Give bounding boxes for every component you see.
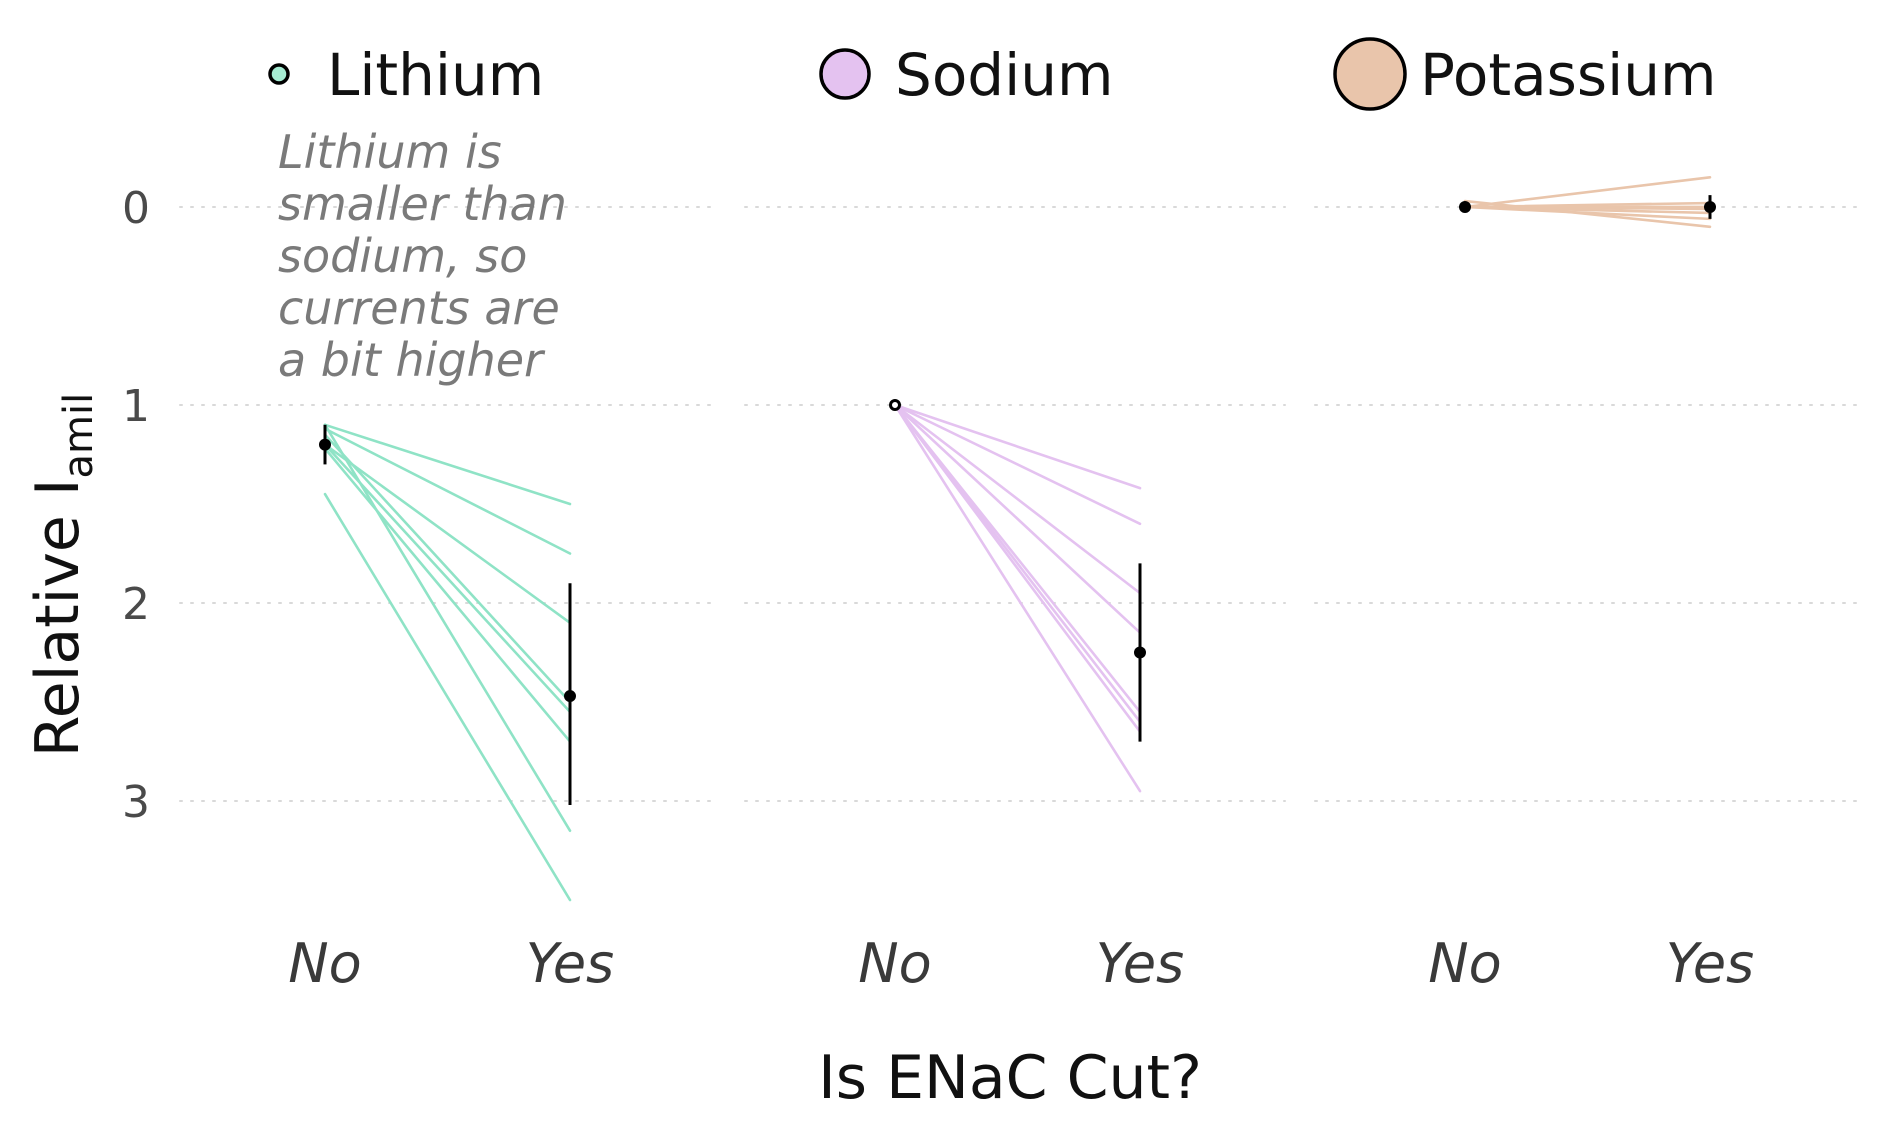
line-sodium-4 [893, 403, 1142, 635]
x-tick-no-panel-3: No [1428, 932, 1501, 995]
line-sodium-3 [893, 403, 1142, 595]
line-lithium-5 [323, 443, 572, 714]
x-tick-yes-panel-1: Yes [526, 932, 614, 995]
legend: Lithium Sodium Potassium [268, 37, 1717, 111]
legend-label-potassium: Potassium [1420, 41, 1717, 109]
annotation-line-2: smaller than [278, 177, 567, 231]
line-sodium-7 [893, 403, 1142, 734]
annotation-line-3: sodium, so [278, 229, 527, 283]
line-lithium-7 [323, 423, 572, 833]
line-lithium-6 [323, 447, 572, 743]
y-tick-3: 3 [122, 777, 150, 828]
legend-swatch-lithium [268, 63, 290, 85]
paired-lines [323, 176, 1712, 902]
summary-points [319, 195, 1716, 805]
x-tick-yes-panel-3: Yes [1666, 932, 1754, 995]
annotation-line-5: a bit higher [278, 333, 546, 387]
mean-point-sodium-yes [1134, 646, 1146, 659]
line-potassium-1 [1463, 176, 1712, 209]
x-tick-yes-panel-2: Yes [1096, 932, 1184, 995]
line-lithium-3 [323, 443, 572, 625]
y-axis-title: Relative Iamil [23, 393, 102, 757]
y-axis-ticks: 0 1 2 3 [122, 183, 150, 828]
legend-swatch-potassium [1333, 37, 1407, 111]
y-axis-title-main: Relative I [23, 478, 93, 757]
grid-lines [179, 206, 1861, 802]
mean-point-potassium-yes [1704, 201, 1716, 213]
x-tick-no-panel-1: No [288, 932, 361, 995]
x-axis-title: Is ENaC Cut? [818, 1043, 1202, 1113]
line-lithium-1 [323, 423, 572, 506]
line-lithium-8 [323, 492, 572, 902]
y-tick-1: 1 [122, 381, 150, 432]
mean-point-potassium-no [1459, 201, 1471, 213]
legend-swatch-sodium [819, 48, 871, 100]
line-sodium-1 [893, 403, 1142, 490]
y-axis-title-subscript: amil [56, 393, 102, 479]
line-sodium-8 [893, 403, 1142, 793]
mean-point-sodium-no [889, 399, 901, 411]
annotation-lithium: Lithium is smaller than sodium, so currents… [278, 125, 567, 387]
legend-label-lithium: Lithium [327, 41, 544, 109]
x-axis-ticks: No Yes No Yes No Yes [288, 932, 1754, 995]
y-tick-2: 2 [122, 579, 150, 630]
x-tick-no-panel-2: No [858, 932, 931, 995]
line-sodium-2 [893, 403, 1142, 526]
y-tick-0: 0 [122, 183, 150, 234]
legend-label-sodium: Sodium [895, 41, 1114, 109]
mean-point-lithium-yes [564, 690, 576, 703]
line-lithium-4 [323, 433, 572, 704]
mean-point-lithium-no [319, 438, 331, 451]
annotation-line-4: currents are [278, 281, 560, 335]
line-potassium-7 [1463, 199, 1712, 229]
annotation-line-1: Lithium is [278, 125, 502, 179]
line-lithium-2 [323, 427, 572, 555]
